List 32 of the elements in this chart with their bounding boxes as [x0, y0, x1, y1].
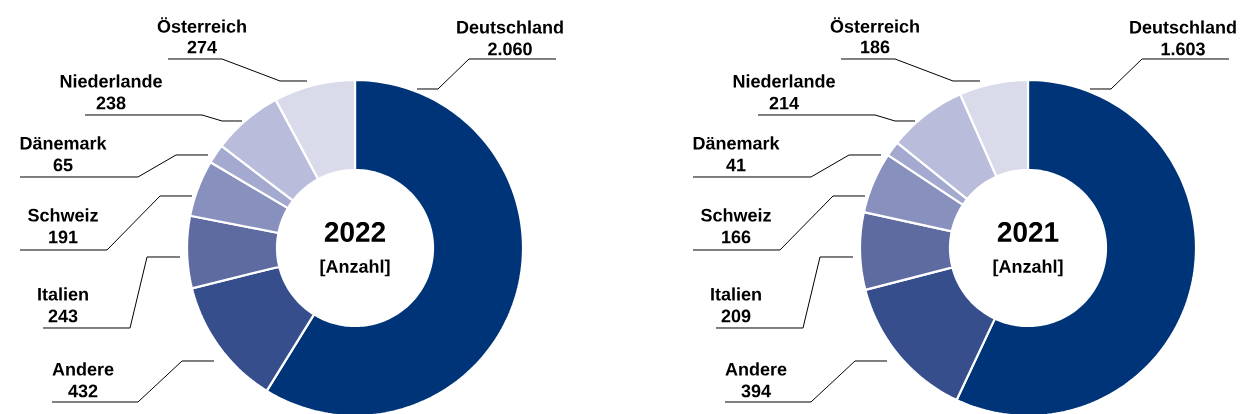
data-label: 432 — [68, 384, 98, 398]
data-label: 65 — [53, 158, 73, 172]
data-label: 394 — [741, 384, 771, 398]
slice-label: Niederlande — [60, 74, 162, 88]
slice-label: Schweiz — [28, 208, 98, 222]
text: 2021 — [997, 222, 1059, 242]
data-label: 1.603 — [1161, 42, 1205, 56]
slice-label: Österreich — [830, 17, 919, 33]
data-label: 209 — [721, 309, 751, 323]
slice-label: Deutschland — [457, 20, 563, 34]
data-label: 274 — [187, 40, 217, 54]
text: [Anzahl] — [993, 259, 1063, 277]
data-label: 41 — [726, 158, 746, 172]
slice-label: Italien — [711, 287, 761, 301]
slice-label: Österreich — [157, 17, 246, 33]
slice-label: Andere — [52, 362, 114, 376]
slice-label: Dänemark — [693, 136, 780, 150]
slice-label: Deutschland — [1130, 20, 1236, 34]
slice-label: Dänemark — [20, 136, 107, 150]
data-label: 2.060 — [488, 42, 532, 56]
data-label: 191 — [49, 230, 78, 244]
slice-label: Schweiz — [701, 208, 771, 222]
data-label: 238 — [96, 96, 126, 110]
slice-label: Italien — [38, 287, 88, 301]
data-label: 243 — [48, 309, 78, 323]
data-label: 166 — [722, 230, 751, 244]
data-label: 186 — [861, 40, 890, 54]
data-label: 214 — [769, 96, 799, 110]
text: 2022 — [324, 222, 386, 242]
slice-label: Andere — [725, 362, 787, 376]
text: [Anzahl] — [320, 259, 390, 277]
slice-label: Niederlande — [733, 74, 835, 88]
